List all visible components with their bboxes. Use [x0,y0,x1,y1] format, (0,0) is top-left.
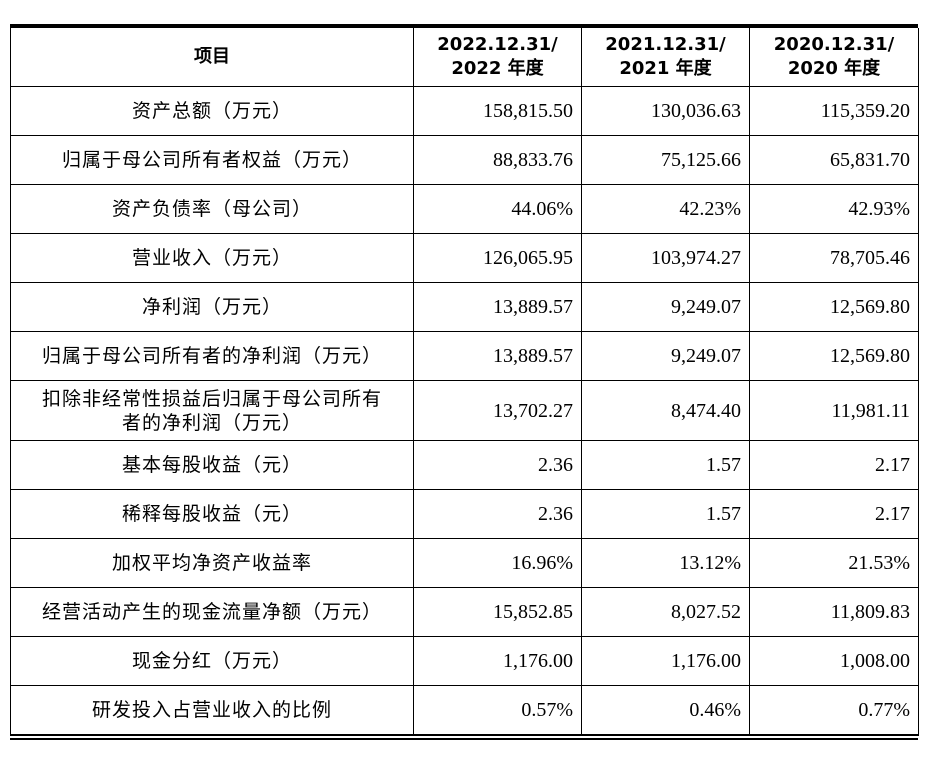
table-row: 经营活动产生的现金流量净额（万元） 15,852.85 8,027.52 11,… [10,587,919,637]
table-row: 资产总额（万元） 158,815.50 130,036.63 115,359.2… [10,86,919,136]
cell-2020: 2.17 [749,440,919,490]
cell-2021: 130,036.63 [581,86,750,136]
table-row: 资产负债率（母公司） 44.06% 42.23% 42.93% [10,184,919,234]
row-label: 归属于母公司所有者权益（万元） [10,135,414,185]
cell-2022: 13,889.57 [413,282,582,332]
header-2022-year: 2022 年度 [451,58,544,79]
top-rule [10,24,918,28]
cell-2020: 115,359.20 [749,86,919,136]
row-label: 营业收入（万元） [10,233,414,283]
cell-2021: 1.57 [581,489,750,539]
row-label: 净利润（万元） [10,282,414,332]
cell-2022: 126,065.95 [413,233,582,283]
cell-2022: 1,176.00 [413,636,582,686]
row-label: 扣除非经常性损益后归属于母公司所有 者的净利润（万元） [10,380,414,441]
financial-table-container: 项目 2022.12.31/2022 年度 2021.12.31/2021 年度… [10,24,919,740]
table-row: 归属于母公司所有者的净利润（万元） 13,889.57 9,249.07 12,… [10,331,919,381]
row-label: 研发投入占营业收入的比例 [10,685,414,736]
table-row: 营业收入（万元） 126,065.95 103,974.27 78,705.46 [10,233,919,283]
cell-2022: 15,852.85 [413,587,582,637]
cell-2022: 158,815.50 [413,86,582,136]
header-2020-date: 2020.12.31/ [773,34,895,55]
cell-2022: 44.06% [413,184,582,234]
cell-2020: 42.93% [749,184,919,234]
cell-2021: 1.57 [581,440,750,490]
cell-2022: 13,702.27 [413,380,582,441]
cell-2021: 8,027.52 [581,587,750,637]
header-2021-year: 2021 年度 [619,58,712,79]
header-2021-date: 2021.12.31/ [605,34,726,55]
table-row: 归属于母公司所有者权益（万元） 88,833.76 75,125.66 65,8… [10,135,919,185]
cell-2022: 2.36 [413,489,582,539]
cell-2020: 0.77% [749,685,919,736]
cell-2021: 0.46% [581,685,750,736]
cell-2021: 103,974.27 [581,233,750,283]
header-2021: 2021.12.31/2021 年度 [581,28,750,87]
row-label: 现金分红（万元） [10,636,414,686]
cell-2020: 2.17 [749,489,919,539]
cell-2022: 2.36 [413,440,582,490]
cell-2020: 1,008.00 [749,636,919,686]
cell-2022: 0.57% [413,685,582,736]
cell-2020: 12,569.80 [749,282,919,332]
cell-2020: 12,569.80 [749,331,919,381]
header-2022: 2022.12.31/2022 年度 [413,28,582,87]
row-label: 资产总额（万元） [10,86,414,136]
table-row: 研发投入占营业收入的比例 0.57% 0.46% 0.77% [10,685,919,736]
cell-2022: 88,833.76 [413,135,582,185]
table-row: 基本每股收益（元） 2.36 1.57 2.17 [10,440,919,490]
table-row: 加权平均净资产收益率 16.96% 13.12% 21.53% [10,538,919,588]
table-row: 扣除非经常性损益后归属于母公司所有 者的净利润（万元） 13,702.27 8,4… [10,380,919,441]
row-label: 加权平均净资产收益率 [10,538,414,588]
row-label: 归属于母公司所有者的净利润（万元） [10,331,414,381]
financial-table: 项目 2022.12.31/2022 年度 2021.12.31/2021 年度… [10,28,919,736]
table-row: 现金分红（万元） 1,176.00 1,176.00 1,008.00 [10,636,919,686]
row-label: 基本每股收益（元） [10,440,414,490]
bottom-rule [10,737,918,740]
row-label: 经营活动产生的现金流量净额（万元） [10,587,414,637]
header-2020-year: 2020 年度 [787,58,881,79]
header-row: 项目 2022.12.31/2022 年度 2021.12.31/2021 年度… [10,28,919,87]
row-label: 资产负债率（母公司） [10,184,414,234]
row-label: 稀释每股收益（元） [10,489,414,539]
header-2022-date: 2022.12.31/ [437,34,558,55]
cell-2021: 42.23% [581,184,750,234]
cell-2022: 16.96% [413,538,582,588]
cell-2021: 8,474.40 [581,380,750,441]
header-item-label: 项目 [194,46,230,67]
cell-2021: 13.12% [581,538,750,588]
cell-2020: 11,809.83 [749,587,919,637]
cell-2021: 75,125.66 [581,135,750,185]
cell-2021: 9,249.07 [581,331,750,381]
header-2020: 2020.12.31/2020 年度 [749,28,919,87]
cell-2020: 21.53% [749,538,919,588]
cell-2021: 1,176.00 [581,636,750,686]
row-label-line1: 扣除非经常性损益后归属于母公司所有 [41,387,382,410]
table-row: 净利润（万元） 13,889.57 9,249.07 12,569.80 [10,282,919,332]
cell-2022: 13,889.57 [413,331,582,381]
cell-2020: 65,831.70 [749,135,919,185]
header-item: 项目 [10,28,414,87]
table-row: 稀释每股收益（元） 2.36 1.57 2.17 [10,489,919,539]
cell-2020: 11,981.11 [749,380,919,441]
row-label-line2: 者的净利润（万元） [121,411,302,434]
cell-2021: 9,249.07 [581,282,750,332]
cell-2020: 78,705.46 [749,233,919,283]
